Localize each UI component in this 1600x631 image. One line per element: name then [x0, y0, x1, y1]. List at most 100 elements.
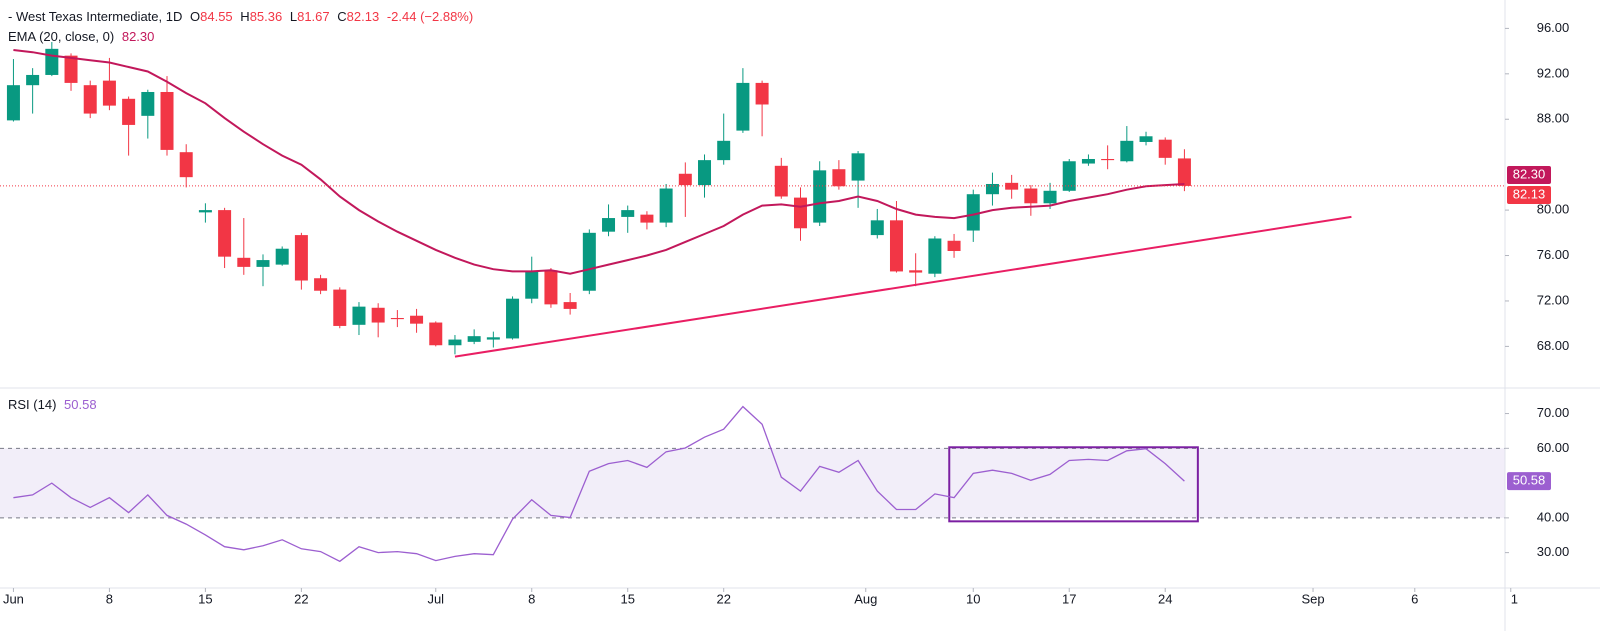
- candle-body: [371, 307, 385, 323]
- candle-body: [1101, 158, 1115, 161]
- candle-body: [870, 220, 884, 236]
- x-tick-label: 8: [106, 591, 113, 606]
- candle-body: [755, 82, 769, 105]
- candle-body: [985, 183, 999, 195]
- candle-body: [275, 248, 289, 265]
- candle-body: [544, 270, 558, 305]
- close-price-badge: [1507, 185, 1551, 204]
- candle-body: [1043, 190, 1057, 204]
- plot-area: [0, 42, 1505, 563]
- x-tick-label: Sep: [1301, 591, 1324, 606]
- rsi-value: 50.58: [64, 397, 97, 412]
- y-tick-label: 70.00: [1537, 405, 1570, 420]
- trendline: [454, 215, 1352, 358]
- candle-body: [1062, 161, 1076, 191]
- x-tick-label: 15: [198, 591, 212, 606]
- candle-body: [678, 173, 692, 186]
- candle-body: [717, 140, 731, 161]
- candle-body: [333, 289, 347, 326]
- candle-body: [486, 337, 500, 340]
- ema-value: 82.30: [122, 29, 155, 44]
- candle-body: [467, 336, 481, 342]
- candle-body: [141, 91, 155, 116]
- candle-body: [64, 55, 78, 83]
- x-tick-label: 15: [620, 591, 634, 606]
- candle-body: [909, 270, 923, 273]
- candle-body: [1177, 158, 1191, 186]
- candle-body: [793, 197, 807, 229]
- candle-body: [582, 232, 596, 291]
- ohlc-key: H: [240, 9, 249, 24]
- candle-body: [621, 210, 635, 217]
- candle-body: [102, 80, 116, 106]
- close-price-label: 82.13: [1513, 186, 1546, 201]
- rsi-badge-label: 50.58: [1513, 473, 1546, 488]
- candle-body: [218, 210, 232, 257]
- ema-price-badge: [1507, 165, 1551, 184]
- candle-body: [602, 218, 616, 232]
- candle-body: [256, 260, 270, 267]
- rsi-name: RSI (14): [8, 397, 56, 412]
- candle-body: [352, 306, 366, 325]
- candle-body: [83, 85, 97, 114]
- y-tick-label: 40.00: [1537, 509, 1570, 524]
- ema-name: EMA (20, close, 0): [8, 29, 114, 44]
- x-tick-label: 8: [528, 591, 535, 606]
- candle-body: [198, 210, 212, 213]
- y-tick-label: 92.00: [1537, 65, 1570, 80]
- candle-body: [237, 257, 251, 267]
- x-tick-label: Aug: [854, 591, 877, 606]
- x-tick-label: 22: [294, 591, 308, 606]
- x-tick-label: Jun: [3, 591, 24, 606]
- candle-body: [314, 278, 328, 291]
- candle-body: [1158, 139, 1172, 158]
- rsi-badge: [1507, 472, 1551, 491]
- candle-body: [294, 235, 308, 281]
- candle-body: [45, 48, 59, 75]
- y-tick-label: 60.00: [1537, 440, 1570, 455]
- x-tick-label: 10: [966, 591, 980, 606]
- candle-body: [179, 152, 193, 178]
- candle-body: [390, 317, 404, 320]
- chart-title: - West Texas Intermediate, 1D: [8, 9, 182, 24]
- candle-body: [774, 165, 788, 197]
- rsi-box: [948, 446, 1199, 523]
- candle-body: [928, 238, 942, 274]
- x-tick-label: 17: [1062, 591, 1076, 606]
- candle-body: [160, 91, 174, 150]
- ema-price-label: 82.30: [1513, 166, 1546, 181]
- candle-body: [122, 98, 136, 125]
- candle-body: [1139, 136, 1153, 142]
- y-tick-label: 76.00: [1537, 247, 1570, 262]
- x-tick-label: 1: [1511, 591, 1518, 606]
- y-tick-label: 88.00: [1537, 111, 1570, 126]
- ema-line: [13, 49, 1185, 275]
- change: -2.44 (−2.88%): [387, 9, 473, 24]
- candle-body: [736, 82, 750, 131]
- rsi-legend: RSI (14) 50.58: [8, 397, 97, 412]
- ohlc-value: 82.13: [347, 9, 380, 24]
- y-tick-label: 68.00: [1537, 338, 1570, 353]
- ohlc-key: O: [190, 9, 200, 24]
- rsi-line: [13, 405, 1185, 563]
- candle-body: [813, 170, 827, 223]
- candle-body: [563, 302, 577, 309]
- candle-body: [506, 298, 520, 339]
- candle-body: [26, 74, 40, 86]
- candle-body: [429, 322, 443, 346]
- candle-body: [525, 271, 539, 299]
- x-tick-label: Jul: [427, 591, 444, 606]
- candle-body: [1024, 188, 1038, 204]
- candle-body: [1081, 158, 1095, 164]
- ohlc-key: C: [337, 9, 346, 24]
- candle-body: [966, 194, 980, 231]
- candle-body: [698, 160, 712, 186]
- y-tick-label: 72.00: [1537, 292, 1570, 307]
- ohlc-key: L: [290, 9, 297, 24]
- ohlc-value: 85.36: [250, 9, 283, 24]
- ohlc-value: 81.67: [297, 9, 330, 24]
- rsi-band: [0, 448, 1505, 518]
- candle-body: [448, 339, 462, 346]
